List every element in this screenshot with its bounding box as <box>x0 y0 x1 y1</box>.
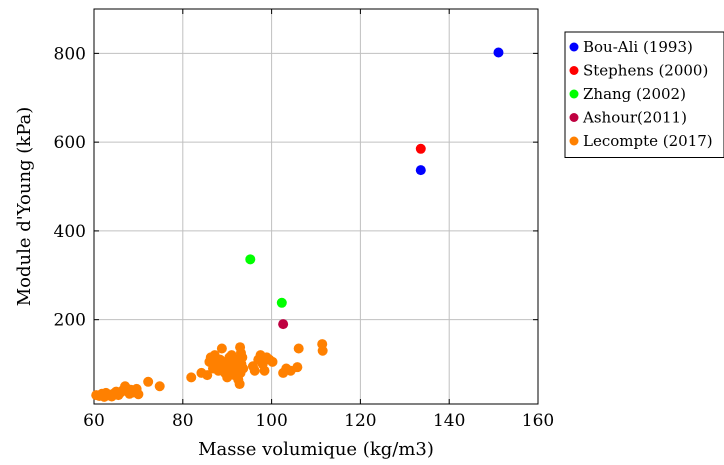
data-point <box>154 381 165 392</box>
x-tick-label: 100 <box>255 411 287 431</box>
legend-entry: Bou-Ali (1993) <box>583 38 693 56</box>
legend-entry: Lecompte (2017) <box>583 132 713 150</box>
data-point <box>235 347 246 358</box>
data-point <box>293 343 304 354</box>
data-point <box>202 370 213 381</box>
data-point <box>415 165 426 176</box>
x-tick-label: 160 <box>522 411 554 431</box>
legend-marker <box>569 42 579 52</box>
series-1 <box>415 143 426 154</box>
data-point <box>216 343 227 354</box>
data-point <box>415 143 426 154</box>
series-4 <box>91 339 328 402</box>
data-point <box>259 365 270 376</box>
data-point <box>276 297 287 308</box>
data-point <box>133 389 144 400</box>
data-point <box>317 345 328 356</box>
data-points <box>91 47 504 402</box>
x-tick-label: 120 <box>344 411 376 431</box>
y-tick-label: 800 <box>54 44 86 64</box>
legend-marker <box>569 136 579 146</box>
data-point <box>238 363 249 374</box>
data-point <box>292 362 303 373</box>
legend: Bou-Ali (1993) Stephens (2000) Zhang (2002… <box>564 31 724 158</box>
series-2 <box>245 254 287 308</box>
legend-entry: Stephens (2000) <box>583 62 708 80</box>
legend-marker <box>569 89 579 99</box>
y-tick-label: 600 <box>54 133 86 153</box>
x-tick-label: 80 <box>172 411 194 431</box>
legend-box <box>564 31 724 158</box>
legend-marker <box>569 66 579 75</box>
data-point <box>267 356 278 367</box>
y-tick-label: 400 <box>54 222 86 242</box>
data-point <box>249 365 260 376</box>
data-point <box>278 319 289 330</box>
legend-entry: Ashour(2011) <box>582 109 687 127</box>
grid-lines <box>94 9 538 404</box>
data-point <box>234 379 245 390</box>
x-tick-label: 60 <box>83 411 105 431</box>
series-3 <box>278 319 289 330</box>
legend-entry: Zhang (2002) <box>583 85 686 103</box>
series-0 <box>415 47 504 176</box>
x-tick-label: 140 <box>433 411 465 431</box>
data-point <box>493 47 504 58</box>
legend-marker <box>569 113 579 122</box>
x-axis-label: Masse volumique (kg/m3) <box>198 439 434 460</box>
y-tick-label: 200 <box>54 311 86 331</box>
data-point <box>143 376 154 387</box>
plot-frame <box>93 8 539 405</box>
axis-ticks: 60 80 100 120 140 160 200 400 600 800 <box>54 9 554 431</box>
data-point <box>245 254 256 265</box>
y-axis-label: Module d'Young (kPa) <box>14 107 35 307</box>
data-point <box>186 372 197 383</box>
